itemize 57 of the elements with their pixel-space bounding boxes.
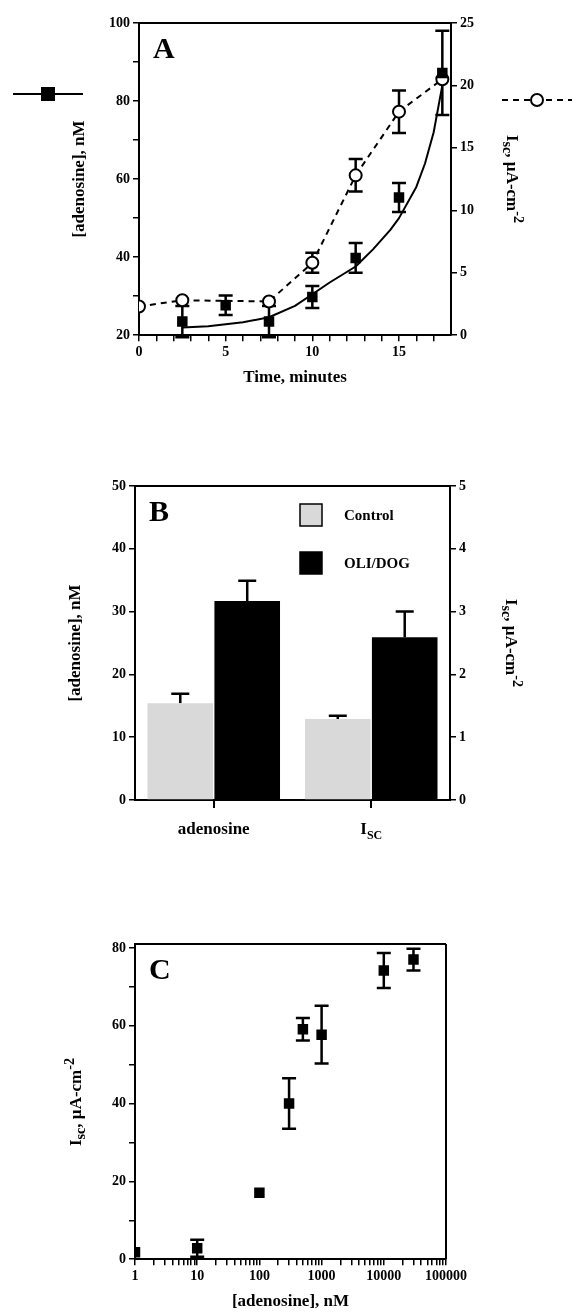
x-tick-label: 15: [392, 344, 406, 360]
y-tick-label: 100: [109, 14, 130, 30]
y-axis-title: [adenosine], nM: [65, 584, 85, 702]
point: [392, 104, 406, 119]
x-tick-label: 1000: [307, 1268, 336, 1284]
legend-label: Control: [344, 506, 394, 523]
x-tick-label: 0: [135, 344, 143, 360]
y-tick-label: 80: [112, 939, 126, 955]
x-tick-label: adenosine: [177, 819, 251, 838]
y2-tick-label: 20: [460, 77, 474, 93]
y-tick-label: 60: [112, 1017, 126, 1033]
x-axis-title: Time, minutes: [243, 367, 347, 388]
point: [263, 316, 275, 327]
point: [393, 192, 405, 203]
annotation: A: [153, 30, 175, 64]
y2-tick-label: 5: [459, 477, 466, 493]
y2-tick-label: 4: [459, 540, 466, 556]
x-tick-label: 10000: [366, 1268, 402, 1284]
point: [175, 293, 190, 308]
x-tick-label: 100: [248, 1268, 270, 1284]
y-tick-label: 0: [119, 791, 126, 807]
y2-tick-label: 1: [459, 728, 466, 744]
point: [177, 316, 188, 327]
y-axis-title: [adenosine], nM: [69, 120, 89, 238]
y-tick-label: 30: [112, 603, 126, 619]
y-tick-label: 40: [116, 248, 130, 264]
point: [348, 168, 363, 183]
y-tick-label: 20: [112, 666, 126, 682]
point: [262, 294, 276, 309]
y2-tick-label: 3: [459, 603, 466, 619]
point: [350, 252, 361, 264]
annotation: C: [149, 951, 171, 985]
y-tick-label: 10: [112, 728, 126, 744]
y-tick-label: 40: [112, 540, 126, 556]
y2-tick-label: 0: [460, 326, 467, 342]
y-tick-label: 60: [116, 170, 130, 186]
y-tick-label: 40: [112, 1095, 126, 1111]
y-tick-label: 0: [119, 1250, 126, 1266]
y2-tick-label: 10: [460, 201, 474, 217]
x-tick-label: 1: [131, 1268, 139, 1284]
y2-tick-label: 15: [460, 139, 474, 155]
y-tick-label: 80: [116, 92, 130, 108]
x-axis-title: [adenosine], nM: [231, 1291, 350, 1312]
annotation: B: [149, 493, 170, 527]
y2-tick-label: 5: [460, 264, 467, 280]
y-tick-label: 20: [112, 1172, 126, 1188]
y2-tick-label: 25: [460, 14, 474, 30]
y2-tick-label: 0: [459, 791, 466, 807]
legend-label: OLI/DOG: [344, 554, 411, 571]
x-tick-label: 10: [305, 344, 320, 360]
y-tick-label: 20: [116, 326, 130, 342]
x-tick-label: 5: [222, 344, 230, 360]
point: [307, 291, 318, 303]
y2-tick-label: 2: [459, 666, 466, 682]
x-tick-label: 10: [190, 1268, 205, 1284]
y-tick-label: 50: [112, 477, 126, 493]
x-tick-label: 100000: [425, 1268, 467, 1284]
